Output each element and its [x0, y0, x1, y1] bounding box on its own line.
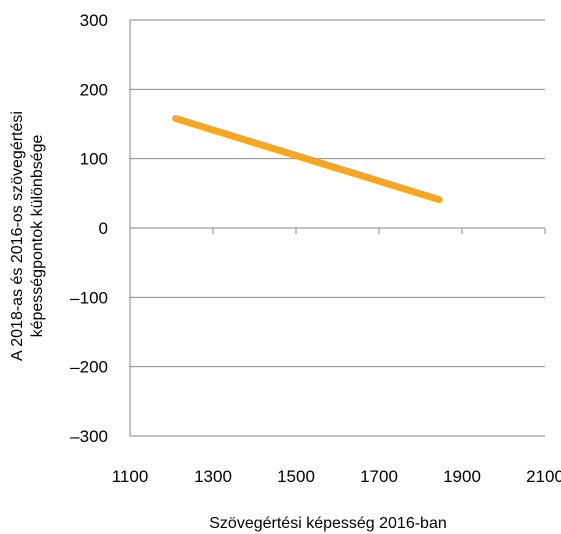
gridlines: [130, 19, 545, 437]
y-axis-title-line-2: képességpontok különbsége: [29, 134, 46, 337]
series-group: [172, 114, 443, 204]
x-tick-label-4: 1900: [443, 467, 481, 486]
y-tick-label-5: –200: [70, 358, 108, 377]
x-axis-title: Szövegértési képesség 2016-ban: [209, 515, 447, 532]
x-tick-label-2: 1500: [277, 467, 315, 486]
y-tick-label-6: –300: [70, 427, 108, 446]
y-axis-title-line-1: A 2018-as és 2016-os szövegértési: [9, 111, 26, 361]
x-tick-label-1: 1300: [194, 467, 232, 486]
y-tick-label-4: –100: [70, 288, 108, 307]
y-tick-label-0: 300: [80, 11, 108, 30]
x-tick-label-3: 1700: [360, 467, 398, 486]
x-tick-label-0: 1100: [112, 467, 149, 486]
y-tick-label-1: 200: [80, 80, 108, 99]
y-axis-title: A 2018-as és 2016-os szövegértési képess…: [9, 111, 46, 361]
y-tick-labels: 300 200 100 0 –100 –200 –300: [70, 11, 108, 446]
x-tick-label-5: 2100: [526, 467, 561, 486]
x-tick-labels: 1100 1300 1500 1700 1900 2100: [112, 467, 561, 486]
y-tick-label-2: 100: [80, 150, 108, 169]
series-line-0: [172, 114, 443, 204]
x-tick-marks: [212, 228, 546, 234]
y-tick-label-3: 0: [99, 219, 108, 238]
